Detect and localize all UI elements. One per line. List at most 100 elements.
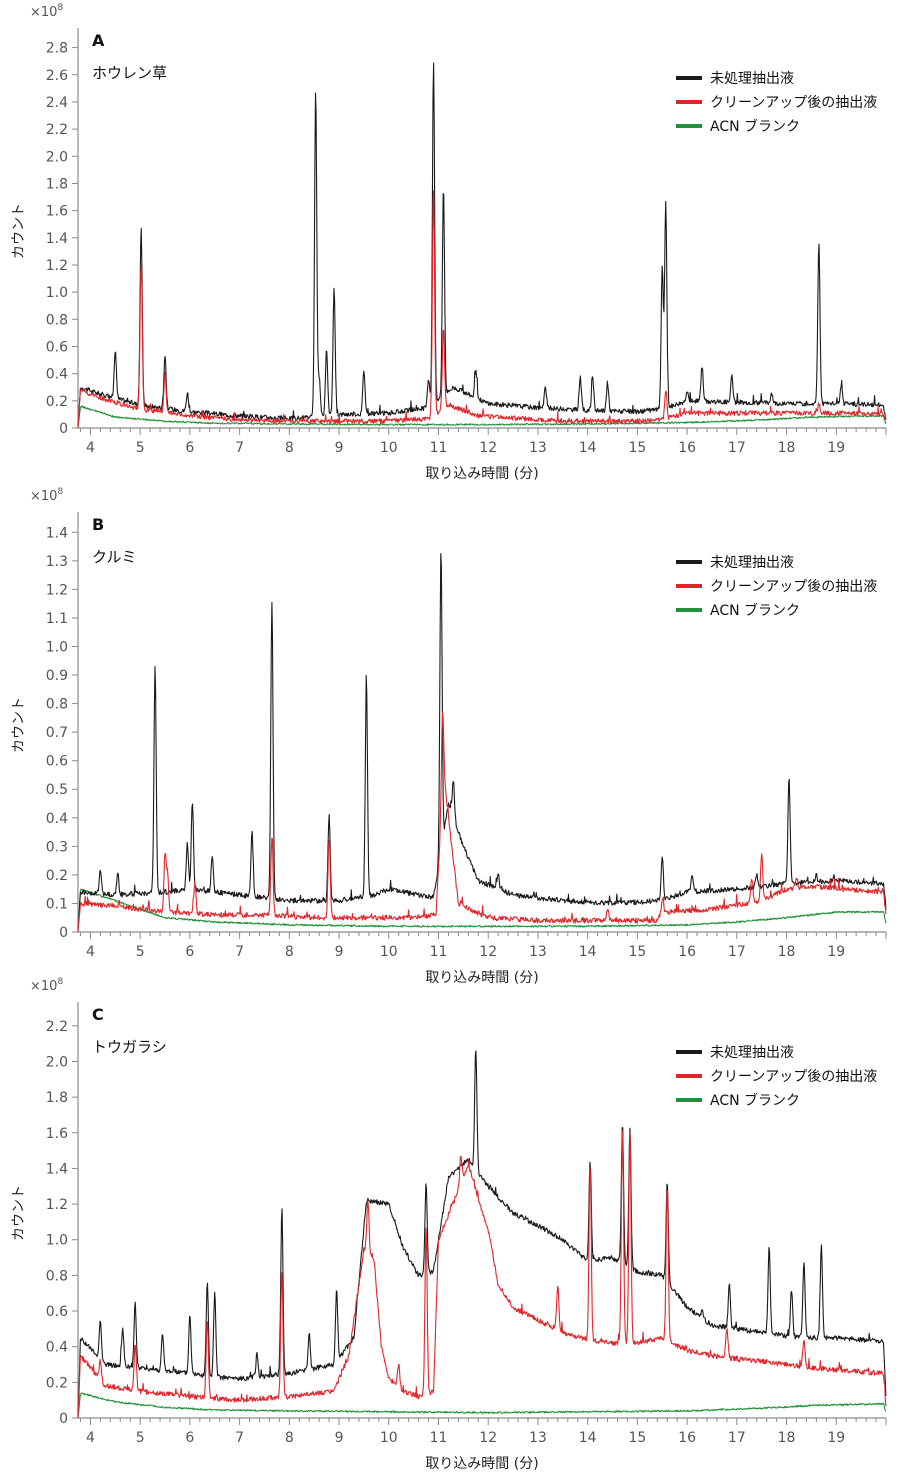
y-tick-label: 0.8 [46, 1268, 68, 1284]
x-tick-label: 11 [430, 1430, 448, 1446]
series-line-raw [77, 553, 887, 930]
x-tick-label: 6 [185, 440, 194, 456]
y-tick-label: 0.1 [46, 896, 68, 912]
x-tick-label: 10 [380, 944, 398, 960]
x-tick-label: 19 [827, 440, 845, 456]
y-tick-label: 0.5 [46, 782, 68, 798]
x-tick-label: 12 [479, 944, 497, 960]
x-tick-label: 6 [185, 944, 194, 960]
y-tick-label: 1.4 [46, 525, 68, 541]
x-tick-label: 13 [529, 440, 547, 456]
legend-label: クリーンアップ後の抽出液 [710, 579, 877, 595]
y-tick-label: 0.2 [46, 1375, 68, 1391]
y-tick-label: 1.6 [46, 1126, 68, 1142]
x-tick-label: 16 [678, 1430, 696, 1446]
panel-letter: A [92, 31, 105, 50]
y-tick-label: 0.8 [46, 312, 68, 328]
sample-name: クルミ [92, 548, 137, 566]
x-tick-label: 13 [529, 944, 547, 960]
y-axis-label: カウント [11, 1185, 27, 1241]
series-line-cleanup [77, 1130, 887, 1419]
x-tick-label: 12 [479, 1430, 497, 1446]
y-multiplier: ×108 [30, 3, 63, 20]
x-tick-label: 8 [285, 944, 294, 960]
y-tick-label: 0 [59, 1411, 68, 1427]
y-tick-label: 2.4 [46, 95, 68, 111]
x-tick-label: 7 [235, 440, 244, 456]
sample-name: トウガラシ [92, 1038, 167, 1056]
x-tick-label: 7 [235, 944, 244, 960]
x-tick-label: 14 [579, 440, 597, 456]
y-tick-label: 1.2 [46, 582, 68, 598]
y-axis-label: カウント [11, 697, 27, 753]
x-tick-label: 13 [529, 1430, 547, 1446]
x-tick-label: 17 [728, 1430, 746, 1446]
x-tick-label: 18 [778, 1430, 796, 1446]
x-axis-label: 取り込み時間 (分) [425, 1456, 538, 1472]
x-tick-label: 8 [285, 440, 294, 456]
y-axis-label: カウント [11, 203, 27, 259]
x-tick-label: 5 [136, 944, 145, 960]
x-tick-label: 5 [136, 1430, 145, 1446]
y-tick-label: 1.6 [46, 204, 68, 220]
x-tick-label: 14 [579, 944, 597, 960]
x-tick-label: 5 [136, 440, 145, 456]
x-tick-label: 9 [335, 1430, 344, 1446]
y-tick-label: 2.6 [46, 68, 68, 84]
x-tick-label: 6 [185, 1430, 194, 1446]
x-tick-label: 15 [628, 440, 646, 456]
x-tick-label: 12 [479, 440, 497, 456]
x-tick-label: 18 [778, 440, 796, 456]
legend-label: ACN ブランク [710, 118, 800, 135]
x-tick-label: 7 [235, 1430, 244, 1446]
y-tick-label: 0.6 [46, 339, 68, 355]
y-tick-label: 0.4 [46, 811, 68, 827]
x-tick-label: 9 [335, 944, 344, 960]
y-tick-label: 0.8 [46, 697, 68, 713]
x-tick-label: 17 [728, 440, 746, 456]
sample-name: ホウレン草 [92, 64, 167, 82]
chart-panel-B: ×108 0 0.1 0.2 0.3 0.4 0.5 0.6 0.7 0.8 0.9 1.0 1.1 1.… [11, 487, 887, 986]
x-tick-label: 18 [778, 944, 796, 960]
y-tick-label: 0.9 [46, 668, 68, 684]
y-tick-label: 1.0 [46, 639, 68, 655]
x-tick-label: 10 [380, 440, 398, 456]
y-tick-label: 0.3 [46, 839, 68, 855]
x-tick-label: 4 [86, 1430, 95, 1446]
y-tick-label: 2.0 [46, 149, 68, 165]
x-tick-label: 9 [335, 440, 344, 456]
x-tick-label: 15 [628, 944, 646, 960]
panel-letter: C [92, 1005, 104, 1024]
y-tick-label: 0.6 [46, 1304, 68, 1320]
legend-label: 未処理抽出液 [710, 555, 794, 571]
x-tick-label: 11 [430, 440, 448, 456]
legend-label: 未処理抽出液 [710, 1045, 794, 1061]
y-tick-label: 1.3 [46, 554, 68, 570]
x-tick-label: 4 [86, 944, 95, 960]
panel-letter: B [92, 515, 104, 534]
series-line-blank [77, 888, 887, 932]
x-tick-label: 11 [430, 944, 448, 960]
y-tick-label: 0.4 [46, 367, 68, 383]
y-tick-label: 0.4 [46, 1340, 68, 1356]
series-line-raw [77, 62, 887, 427]
chart-panel-C: ×108 0 0.2 0.4 0.6 0.8 1.0 1.2 1.4 1.6 1.8 2.0 2.2 4 5… [11, 977, 887, 1472]
series-line-cleanup [77, 711, 887, 933]
chart-panel-A: ×108 0 0.2 0.4 0.6 0.8 1.0 1.2 1.4 1.6 1.8 2.0 2.2 2.… [11, 3, 887, 482]
x-tick-label: 10 [380, 1430, 398, 1446]
y-tick-label: 1.8 [46, 1090, 68, 1106]
y-tick-label: 1.8 [46, 176, 68, 192]
series-line-raw [77, 1050, 887, 1416]
x-axis-label: 取り込み時間 (分) [425, 466, 538, 482]
x-tick-label: 14 [579, 1430, 597, 1446]
y-tick-label: 0.7 [46, 725, 68, 741]
y-tick-label: 2.8 [46, 41, 68, 57]
series-line-blank [77, 1392, 887, 1418]
x-tick-label: 8 [285, 1430, 294, 1446]
y-multiplier: ×108 [30, 487, 63, 504]
x-axis-label: 取り込み時間 (分) [425, 970, 538, 986]
y-tick-label: 1.2 [46, 258, 68, 274]
series-line-blank [77, 405, 887, 428]
x-tick-label: 19 [827, 944, 845, 960]
